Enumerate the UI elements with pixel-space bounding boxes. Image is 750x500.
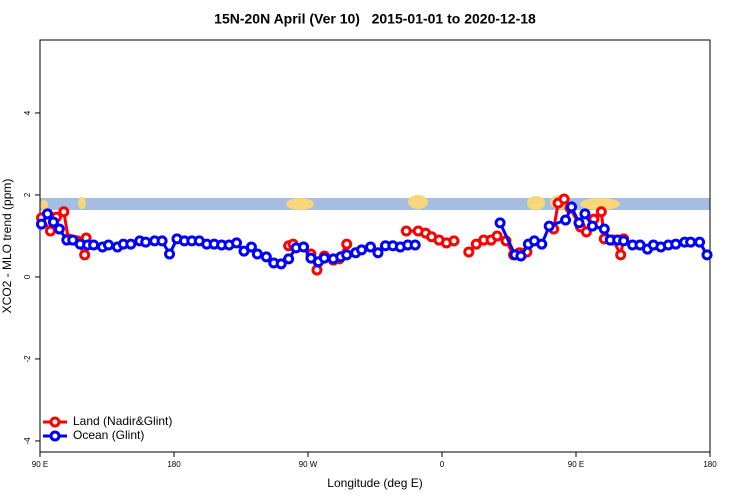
data-point: [341, 238, 353, 250]
data-point: [311, 264, 323, 276]
x-tick-label: 180: [167, 460, 181, 469]
plot-frame: [39, 39, 711, 453]
map-strip: [40, 195, 710, 210]
x-tick-label: 0: [440, 460, 445, 469]
legend-label: Ocean (Glint): [73, 428, 144, 442]
chart-title: 15N-20N April (Ver 10) 2015-01-01 to 202…: [214, 11, 536, 27]
y-tick-label: -2: [23, 355, 32, 363]
data-point: [615, 249, 627, 261]
data-point: [156, 235, 168, 247]
data-point: [231, 237, 243, 249]
y-tick-label: 0: [23, 274, 32, 279]
data-point: [670, 238, 682, 250]
data-point: [448, 235, 460, 247]
data-point: [491, 230, 503, 242]
data-point: [356, 244, 368, 256]
legend-marker: [49, 430, 61, 442]
data-point: [409, 239, 421, 251]
data-point: [58, 206, 70, 218]
x-axis-label: Longitude (deg E): [327, 476, 422, 490]
data-point: [341, 249, 353, 261]
data-point: [536, 238, 548, 250]
data-point: [102, 239, 114, 251]
data-point: [275, 258, 287, 270]
data-point: [701, 249, 713, 261]
data-point: [543, 220, 555, 232]
data-point: [88, 239, 100, 251]
data-point: [400, 225, 412, 237]
data-point: [47, 216, 59, 228]
data-point: [685, 236, 697, 248]
data-point: [579, 208, 591, 220]
data-point: [251, 248, 263, 260]
data-point: [558, 193, 570, 205]
legend-marker: [49, 416, 61, 428]
data-point: [463, 246, 475, 258]
data-point: [44, 225, 56, 237]
data-point: [245, 241, 257, 253]
y-tick-label: 4: [23, 110, 32, 115]
data-point: [79, 249, 91, 261]
data-point: [35, 218, 47, 230]
data-point: [560, 214, 572, 226]
y-axis-label: XCO2 - MLO trend (ppm): [0, 179, 14, 314]
data-point: [694, 236, 706, 248]
legend-label: Land (Nadir&Glint): [73, 414, 172, 428]
x-tick-label: 90 E: [32, 460, 48, 469]
data-point: [125, 238, 137, 250]
x-tick-label: 90 E: [568, 460, 584, 469]
y-tick-label: -4: [23, 437, 32, 445]
data-point: [298, 241, 310, 253]
x-tick-label: 90 W: [299, 460, 318, 469]
data-point: [573, 217, 585, 229]
data-point: [318, 252, 330, 264]
data-point: [283, 253, 295, 265]
data-point: [140, 236, 152, 248]
data-point: [53, 223, 65, 235]
data-point: [586, 220, 598, 232]
data-point: [164, 248, 176, 260]
data-point: [365, 241, 377, 253]
data-point: [566, 201, 578, 213]
data-point: [372, 247, 384, 259]
data-point: [595, 206, 607, 218]
data-point: [260, 251, 272, 263]
x-tick-label: 180: [703, 460, 717, 469]
data-point: [494, 217, 506, 229]
data-point: [515, 250, 527, 262]
data-point: [41, 208, 53, 220]
data-point: [618, 235, 630, 247]
data-point: [598, 223, 610, 235]
y-tick-label: 2: [23, 192, 32, 197]
